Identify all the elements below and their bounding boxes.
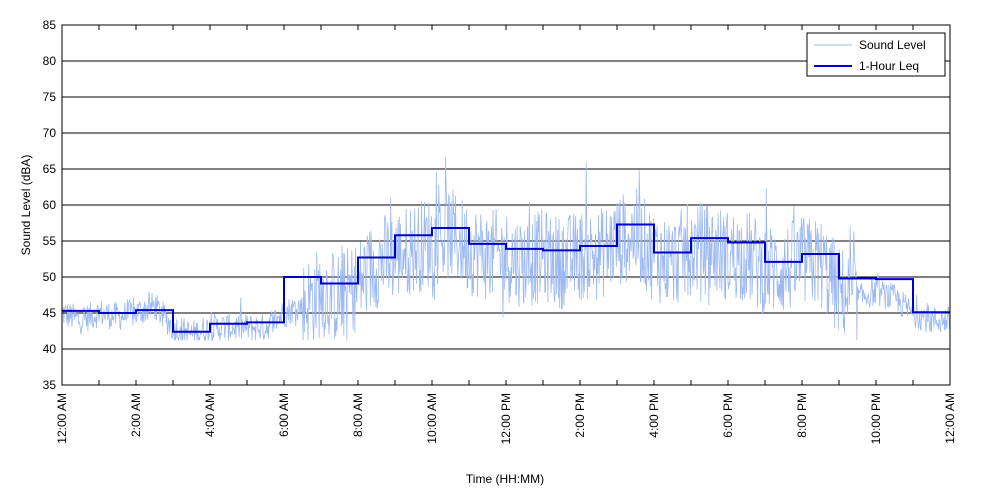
x-tick-label: 12:00 PM (499, 393, 513, 444)
x-tick-label: 8:00 PM (795, 393, 809, 438)
x-tick-label: 10:00 PM (869, 393, 883, 444)
leq-series (62, 223, 950, 333)
y-tick-label: 35 (43, 378, 57, 392)
x-tick-label: 2:00 AM (129, 393, 143, 437)
legend-label-leq: 1-Hour Leq (859, 59, 919, 73)
y-axis: 35 40 45 50 55 60 65 70 75 80 85 (43, 18, 950, 392)
x-tick-label: 2:00 PM (573, 393, 587, 438)
x-axis: 12:00 AM 2:00 AM 4:00 AM 6:00 AM 8:00 AM 10:0… (55, 25, 957, 444)
x-tick-label: 4:00 PM (647, 393, 661, 438)
x-tick-label: 12:00 AM (55, 393, 69, 444)
x-tick-label: 8:00 AM (351, 393, 365, 437)
y-tick-label: 45 (43, 306, 57, 320)
y-tick-label: 85 (43, 18, 57, 32)
y-tick-label: 40 (43, 342, 57, 356)
x-tick-label: 6:00 AM (277, 393, 291, 437)
x-tick-label: 6:00 PM (721, 393, 735, 438)
x-axis-label: Time (HH:MM) (466, 472, 544, 486)
legend-label-sound-level: Sound Level (859, 38, 926, 52)
y-tick-label: 80 (43, 54, 57, 68)
y-tick-label: 55 (43, 234, 57, 248)
y-tick-label: 70 (43, 126, 57, 140)
legend-box (806, 32, 946, 77)
y-axis-label: Sound Level (dBA) (19, 155, 33, 256)
leq-step-line (62, 223, 950, 333)
y-tick-label: 65 (43, 162, 57, 176)
legend: Sound Level 1-Hour Leq (806, 32, 946, 77)
x-tick-label: 12:00 AM (943, 393, 957, 444)
y-tick-label: 75 (43, 90, 57, 104)
y-tick-label: 60 (43, 198, 57, 212)
y-tick-label: 50 (43, 270, 57, 284)
x-tick-label: 10:00 AM (425, 393, 439, 444)
x-tick-label: 4:00 AM (203, 393, 217, 437)
